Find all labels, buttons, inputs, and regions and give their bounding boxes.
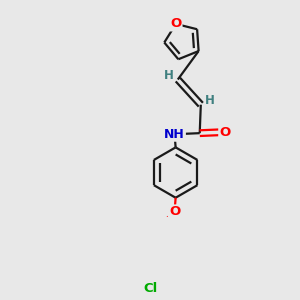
Text: O: O: [219, 126, 230, 139]
Text: Cl: Cl: [143, 282, 158, 295]
Text: O: O: [169, 206, 180, 218]
Text: H: H: [205, 94, 215, 107]
Text: O: O: [170, 17, 182, 30]
Text: NH: NH: [164, 128, 185, 141]
Text: H: H: [164, 69, 174, 82]
